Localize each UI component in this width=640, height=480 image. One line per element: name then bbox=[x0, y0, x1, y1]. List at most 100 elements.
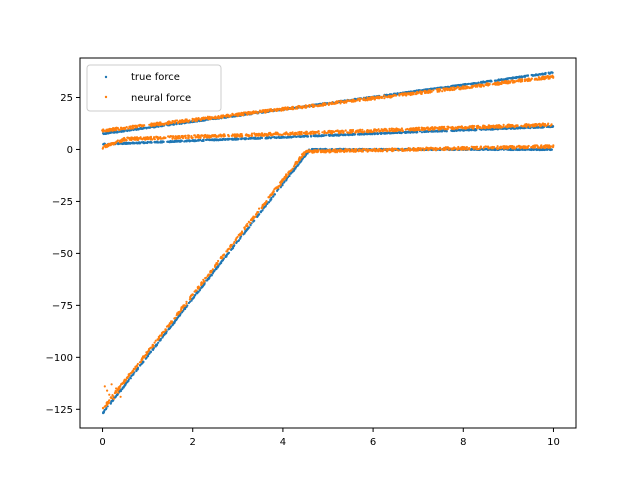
data-point bbox=[132, 137, 136, 140]
data-point bbox=[519, 79, 522, 82]
data-point bbox=[353, 100, 356, 103]
data-point bbox=[120, 138, 124, 141]
data-point bbox=[357, 129, 360, 132]
data-point bbox=[102, 146, 105, 149]
data-point bbox=[213, 138, 216, 141]
data-point bbox=[281, 184, 284, 187]
data-point bbox=[227, 134, 230, 138]
data-point bbox=[404, 131, 407, 134]
data-point bbox=[202, 138, 205, 141]
data-point bbox=[210, 135, 214, 138]
data-point bbox=[456, 85, 459, 88]
data-point bbox=[258, 207, 261, 210]
data-point bbox=[111, 129, 114, 132]
data-point bbox=[156, 140, 159, 143]
data-point bbox=[155, 343, 158, 346]
data-point bbox=[208, 135, 211, 138]
data-point bbox=[516, 79, 519, 82]
data-point bbox=[257, 134, 260, 137]
data-point bbox=[481, 84, 485, 87]
data-point bbox=[425, 88, 428, 91]
data-point bbox=[545, 75, 548, 78]
data-point bbox=[540, 123, 543, 126]
data-point bbox=[453, 127, 456, 130]
data-point bbox=[295, 135, 298, 138]
data-point bbox=[233, 133, 236, 136]
data-point bbox=[140, 359, 143, 362]
data-point bbox=[209, 117, 212, 121]
data-point bbox=[337, 100, 340, 103]
data-point bbox=[360, 130, 363, 134]
data-point bbox=[142, 126, 145, 129]
data-point bbox=[406, 130, 409, 133]
data-point bbox=[204, 116, 207, 119]
data-point bbox=[289, 132, 292, 135]
data-point bbox=[406, 92, 409, 95]
data-point bbox=[277, 108, 280, 111]
data-point bbox=[172, 322, 175, 325]
data-point bbox=[193, 134, 196, 137]
data-point bbox=[260, 206, 263, 209]
data-point bbox=[242, 113, 245, 117]
data-point bbox=[382, 128, 385, 131]
data-point bbox=[397, 128, 400, 131]
data-point bbox=[151, 344, 154, 347]
data-point bbox=[287, 173, 290, 176]
data-point bbox=[180, 306, 183, 309]
data-point bbox=[256, 112, 259, 115]
data-point bbox=[215, 135, 218, 138]
data-point bbox=[532, 123, 535, 126]
data-point bbox=[443, 130, 446, 133]
data-point bbox=[527, 123, 530, 126]
data-point bbox=[111, 128, 115, 131]
data-point bbox=[401, 129, 404, 133]
data-point bbox=[350, 100, 353, 103]
data-point bbox=[213, 269, 216, 272]
data-point bbox=[255, 213, 258, 216]
data-point bbox=[159, 339, 162, 342]
data-point bbox=[449, 88, 452, 91]
data-point bbox=[293, 168, 296, 171]
data-point bbox=[226, 113, 229, 116]
data-point bbox=[175, 137, 178, 140]
data-point bbox=[124, 138, 127, 141]
series-neural-force bbox=[101, 74, 555, 410]
data-point bbox=[258, 213, 261, 216]
data-point bbox=[157, 138, 160, 141]
data-point bbox=[493, 126, 496, 129]
data-point bbox=[392, 127, 395, 130]
data-point bbox=[414, 127, 417, 130]
data-point bbox=[161, 141, 164, 144]
data-point bbox=[323, 103, 326, 106]
data-point bbox=[238, 234, 241, 237]
data-point bbox=[501, 78, 504, 81]
data-point bbox=[425, 130, 429, 133]
data-point bbox=[311, 105, 315, 108]
data-point bbox=[197, 117, 200, 120]
data-point bbox=[215, 116, 218, 119]
data-point bbox=[110, 397, 113, 400]
data-point bbox=[210, 273, 213, 276]
data-point bbox=[405, 94, 408, 97]
data-point bbox=[163, 122, 166, 125]
data-point bbox=[150, 125, 153, 128]
data-point bbox=[378, 97, 381, 100]
data-point bbox=[174, 135, 177, 138]
data-point bbox=[532, 125, 535, 128]
data-point bbox=[525, 123, 528, 126]
data-point bbox=[136, 362, 139, 366]
data-point bbox=[510, 127, 513, 130]
data-point bbox=[128, 129, 131, 132]
data-point bbox=[148, 347, 151, 351]
data-point bbox=[388, 127, 391, 130]
data-point bbox=[249, 137, 252, 140]
data-point bbox=[319, 104, 322, 107]
data-point bbox=[256, 211, 259, 214]
data-point bbox=[283, 136, 286, 139]
data-point bbox=[532, 74, 536, 77]
data-point bbox=[273, 136, 276, 139]
data-point bbox=[417, 126, 420, 129]
data-point bbox=[293, 135, 296, 138]
data-point bbox=[218, 263, 221, 266]
data-point bbox=[519, 75, 523, 79]
